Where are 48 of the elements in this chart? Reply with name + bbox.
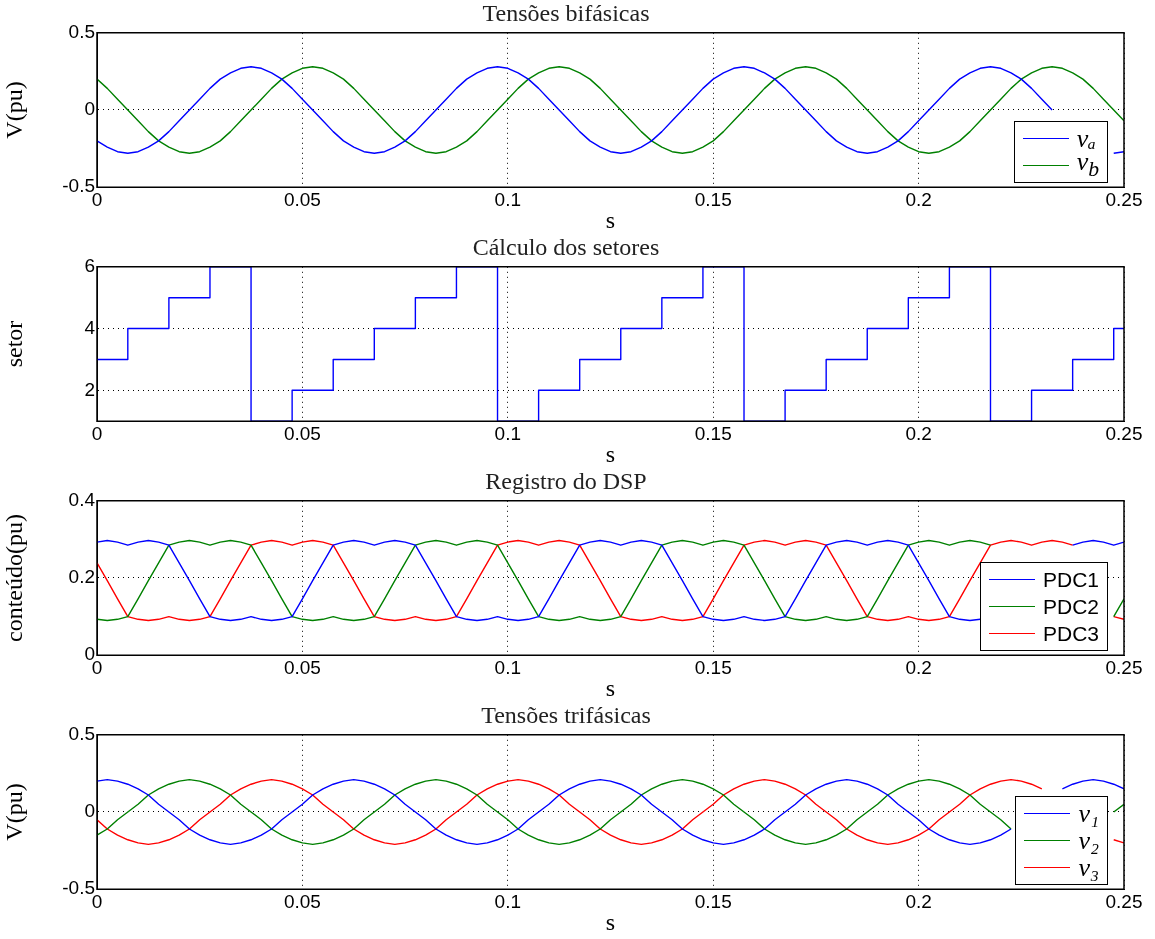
y-tick-label: 4: [84, 316, 96, 338]
x-axis-title: s: [605, 441, 616, 468]
x-tick-label: 0.1: [494, 656, 522, 678]
x-tick-label: 0.15: [694, 656, 732, 678]
y-tick-label: 0.5: [68, 723, 95, 745]
y-axis-title: conteúdo(pu): [1, 514, 28, 642]
legend-label: PDC2: [1042, 594, 1099, 621]
legend-label: vₐ: [1076, 124, 1096, 154]
chart-title: Cálculo dos setores: [472, 233, 660, 260]
x-tick-label: 0.15: [694, 422, 732, 444]
y-tick-label: 0: [84, 800, 95, 822]
x-tick-label: 0.15: [694, 188, 732, 210]
y-tick-label: 0: [84, 98, 95, 120]
y-tick-label: 0.4: [68, 489, 96, 511]
x-tick-label: 0.2: [905, 656, 932, 678]
chart-title: Tensões bifásicas: [482, 0, 650, 26]
x-axis-title: s: [605, 207, 616, 234]
legend-label: v₃: [1078, 853, 1099, 883]
x-tick-label: 0.1: [494, 422, 522, 444]
x-tick-label: 0.25: [1105, 656, 1143, 678]
y-tick-label: 0.2: [68, 566, 95, 588]
y-tick-label: 6: [84, 255, 95, 277]
x-tick-label: 0.05: [283, 188, 321, 210]
legend-label: PDC3: [1042, 621, 1099, 648]
y-tick-label: 0.5: [68, 21, 95, 43]
x-tick-label: 0.1: [494, 890, 522, 912]
x-axis-title: s: [605, 909, 616, 936]
y-axis-title: V(pu): [1, 783, 28, 841]
y-axis-title: V(pu): [1, 81, 28, 139]
legend-label: PDC1: [1042, 567, 1099, 594]
chart-title: Registro do DSP: [485, 467, 647, 494]
chart-title: Tensões trifásicas: [481, 701, 651, 728]
x-tick-label: 0.2: [905, 188, 932, 210]
x-tick-label: 0.2: [905, 422, 932, 444]
x-tick-label: 0.25: [1105, 188, 1143, 210]
x-tick-label: 0.1: [494, 188, 522, 210]
y-axis-title: setor: [1, 320, 28, 368]
x-tick-label: 0.05: [283, 422, 321, 444]
y-tick-label: 2: [84, 378, 95, 400]
x-tick-label: 0.15: [694, 890, 732, 912]
x-tick-label: 0.2: [905, 890, 932, 912]
x-axis-title: s: [605, 675, 616, 702]
x-tick-label: 0.25: [1105, 890, 1143, 912]
x-tick-label: 0.25: [1105, 422, 1143, 444]
x-tick-label: 0.05: [283, 890, 321, 912]
legend-label: v₂: [1078, 826, 1099, 856]
x-tick-label: 0.05: [283, 656, 321, 678]
legend-label: v₁: [1078, 799, 1099, 829]
